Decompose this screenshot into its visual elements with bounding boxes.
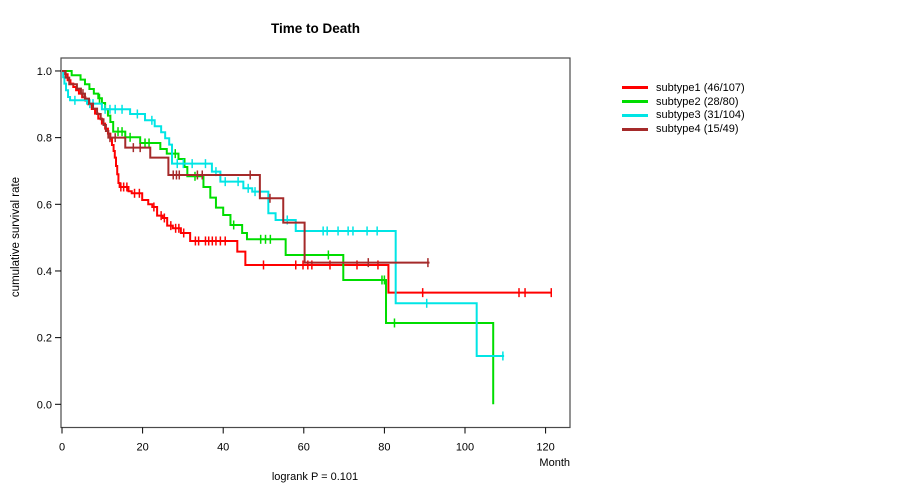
legend-item: subtype4 (15/49) [622, 122, 745, 136]
svg-text:0.0: 0.0 [37, 399, 52, 411]
legend: subtype1 (46/107) subtype2 (28/80) subty… [622, 81, 745, 136]
legend-line-swatch [622, 113, 648, 117]
legend-line-swatch [622, 86, 648, 90]
legend-label: subtype4 (15/49) [656, 123, 739, 136]
legend-label: subtype1 (46/107) [656, 81, 745, 94]
svg-text:100: 100 [456, 442, 474, 454]
svg-text:1.0: 1.0 [37, 66, 52, 78]
svg-text:0.4: 0.4 [37, 266, 52, 278]
legend-item: subtype1 (46/107) [622, 81, 745, 95]
svg-text:0: 0 [59, 442, 65, 454]
legend-line-swatch [622, 127, 648, 131]
legend-item: subtype3 (31/104) [622, 109, 745, 123]
svg-text:0.6: 0.6 [37, 199, 52, 211]
svg-text:0.8: 0.8 [37, 133, 52, 145]
svg-text:40: 40 [217, 442, 229, 454]
svg-text:120: 120 [536, 442, 554, 454]
legend-item: subtype2 (28/80) [622, 95, 745, 109]
svg-text:0.2: 0.2 [37, 333, 52, 345]
svg-text:20: 20 [136, 442, 148, 454]
legend-label: subtype3 (31/104) [656, 109, 745, 122]
x-axis-unit-label: Month [539, 457, 570, 469]
logrank-p-value: logrank P = 0.101 [271, 471, 359, 483]
chart-title: Time to Death [270, 21, 360, 36]
svg-text:80: 80 [378, 442, 390, 454]
legend-label: subtype2 (28/80) [656, 95, 739, 108]
svg-text:60: 60 [298, 442, 310, 454]
y-axis-label: cumulative survival rate [10, 176, 22, 298]
legend-line-swatch [622, 100, 648, 104]
